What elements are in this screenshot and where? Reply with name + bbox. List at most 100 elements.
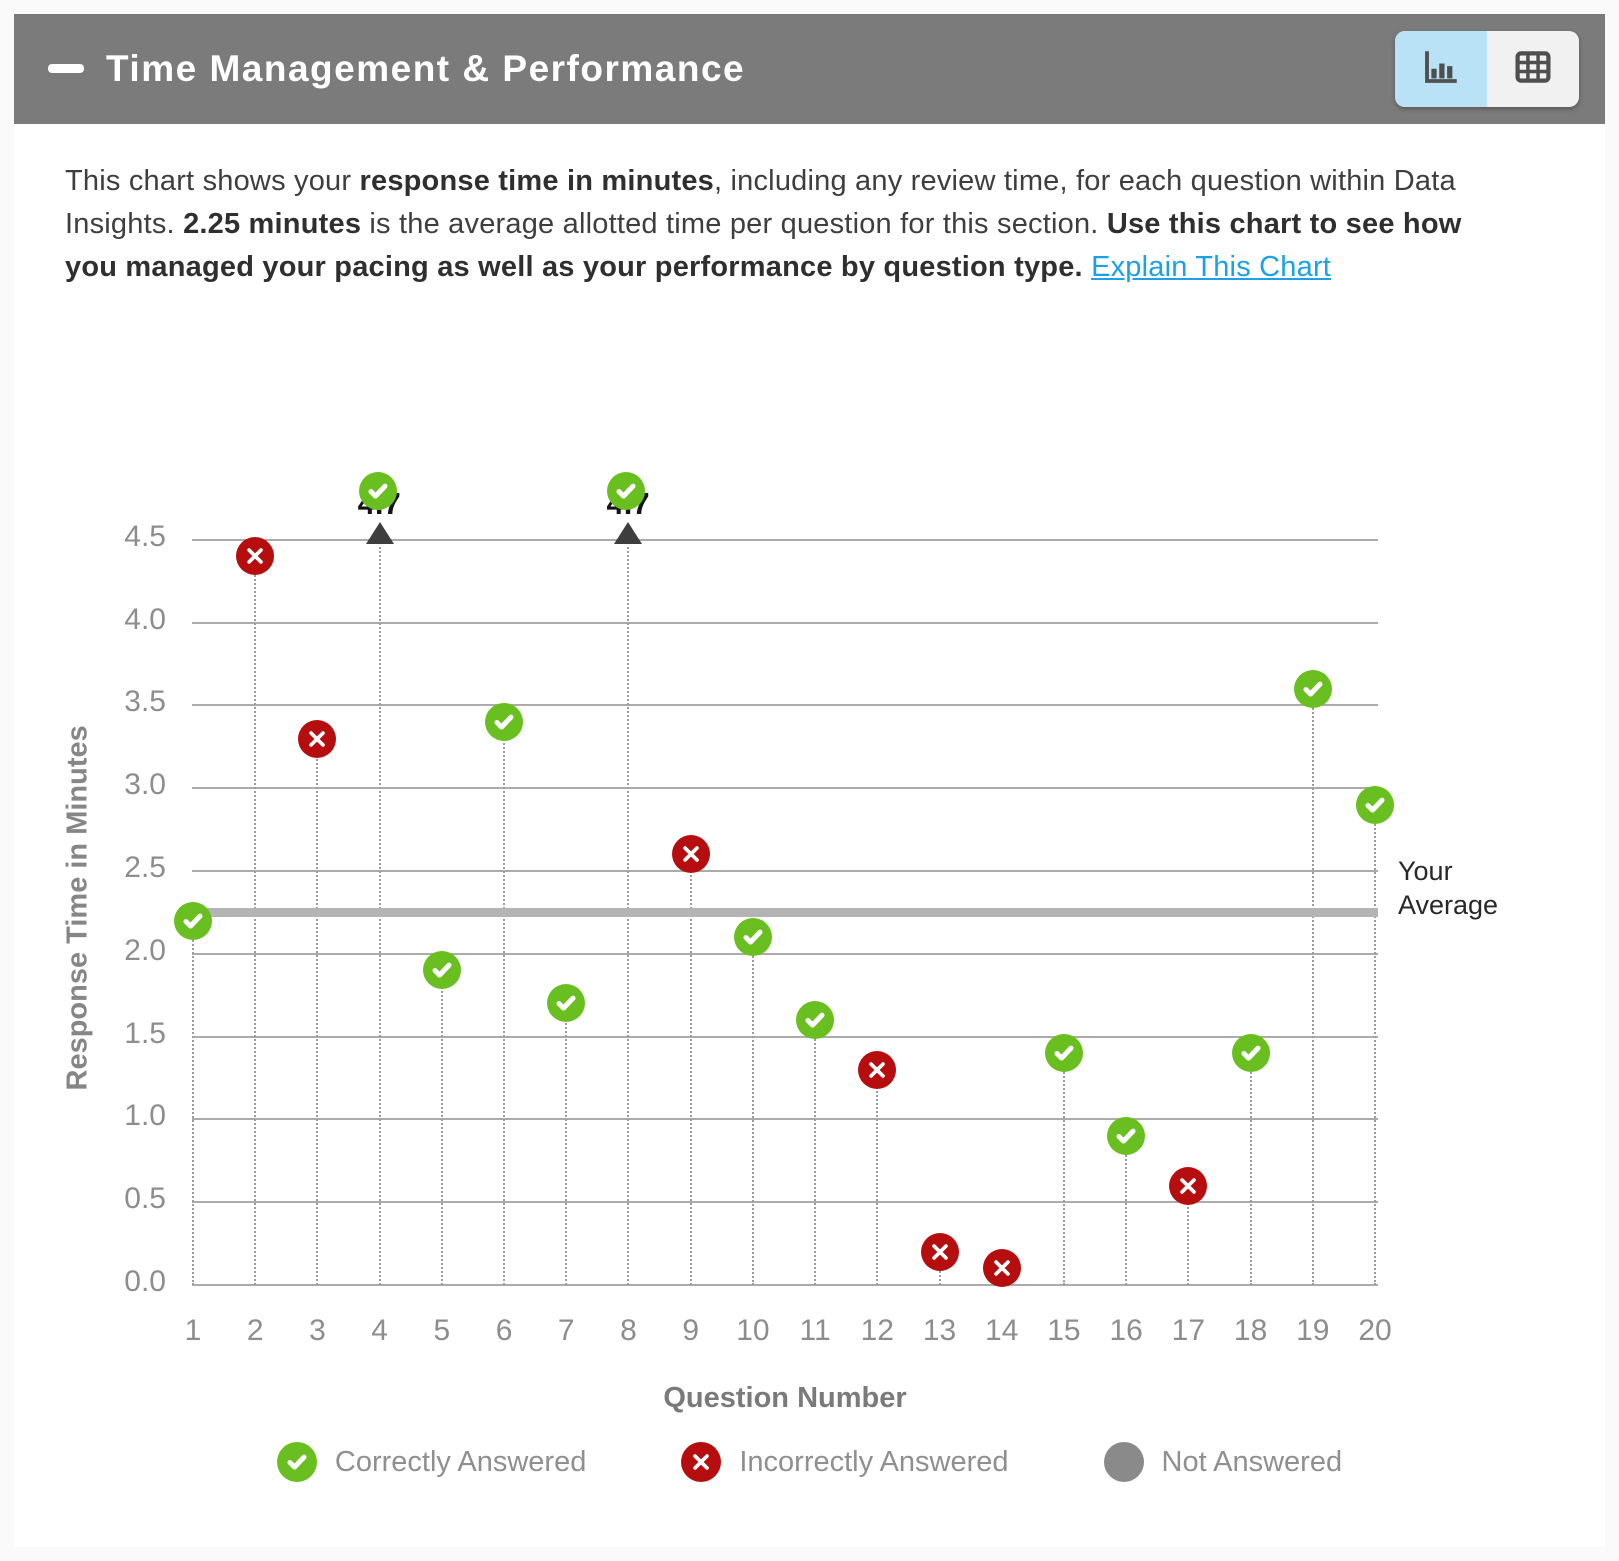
- offscale-arrow-icon: [365, 522, 394, 544]
- description-text: [1083, 251, 1091, 283]
- x-axis-tick-label: 19: [1296, 1314, 1330, 1347]
- section-title: Time Management & Performance: [106, 48, 746, 89]
- data-point-q13: [920, 1232, 959, 1271]
- leader-line: [192, 920, 194, 1285]
- description-text: This chart shows your: [65, 165, 360, 197]
- y-gridline: [192, 870, 1378, 872]
- explain-chart-link[interactable]: Explain This Chart: [1091, 251, 1332, 283]
- legend-correct-icon: [276, 1442, 317, 1482]
- y-gridline: [192, 952, 1378, 955]
- y-gridline: [192, 538, 1378, 541]
- x-axis-tick-label: 11: [799, 1314, 831, 1347]
- y-gridline: [192, 1284, 1378, 1286]
- chart-view-button[interactable]: [1395, 31, 1487, 107]
- data-point-q14: [982, 1249, 1021, 1288]
- section-header: Time Management & Performance: [14, 14, 1605, 124]
- view-toggle: [1395, 31, 1579, 107]
- y-axis-tick-label: 3.5: [124, 685, 166, 719]
- leader-line: [1374, 804, 1376, 1285]
- offscale-arrow-icon: [614, 522, 643, 544]
- bar-chart-icon: [1420, 46, 1462, 93]
- data-point-q3: [298, 719, 337, 758]
- y-axis-tick-label: 4.5: [124, 519, 166, 553]
- y-axis-tick-label: 0.0: [124, 1265, 166, 1298]
- y-axis-tick-label: 1.5: [124, 1016, 166, 1050]
- leader-line: [1125, 1135, 1128, 1285]
- leader-line: [1311, 688, 1314, 1285]
- y-axis-tick-label: 4.0: [124, 602, 166, 636]
- leader-line: [254, 556, 257, 1285]
- chart-legend: Correctly Answered Incorrectly Answered No…: [14, 1442, 1605, 1482]
- y-axis-title: Response Time in Minutes: [61, 725, 94, 1091]
- description-bold-text: response time in minutes: [359, 165, 714, 197]
- x-axis-tick-label: 17: [1171, 1314, 1206, 1347]
- description-text: , including any review time, for each qu…: [65, 165, 1456, 240]
- leader-line: [1187, 1185, 1190, 1285]
- data-point-q5: [422, 951, 461, 990]
- data-point-q11: [796, 1001, 835, 1040]
- data-point-q7: [547, 984, 586, 1023]
- x-axis-tick-label: 15: [1047, 1314, 1081, 1347]
- y-gridline: [192, 704, 1378, 707]
- data-point-q1: [174, 901, 212, 940]
- legend-label: Incorrectly Answered: [739, 1445, 1009, 1478]
- data-point-q16: [1107, 1116, 1146, 1155]
- x-axis-tick-label: 3: [309, 1314, 326, 1347]
- data-point-q9: [671, 835, 710, 874]
- x-axis-tick-label: 2: [246, 1314, 264, 1347]
- x-axis-tick-label: 8: [620, 1314, 637, 1347]
- data-point-q17: [1169, 1166, 1208, 1205]
- time-management-card: Time Management & Performance: [14, 14, 1605, 1547]
- leader-line: [316, 738, 319, 1285]
- legend-item-notanswered: Not Answered: [1103, 1442, 1343, 1482]
- y-gridline: [192, 1035, 1378, 1038]
- leader-line: [1062, 1053, 1065, 1285]
- data-point-q20: [1356, 785, 1394, 824]
- table-view-button[interactable]: [1487, 31, 1579, 107]
- y-gridline: [192, 1118, 1378, 1121]
- x-axis-tick-label: 16: [1109, 1314, 1143, 1347]
- x-axis-tick-label: 4: [371, 1314, 388, 1347]
- x-axis-tick-label: 7: [557, 1314, 575, 1347]
- description-text: is the average allotted time per questio…: [361, 208, 1107, 240]
- leader-line: [565, 1003, 568, 1285]
- x-axis-tick-label: 6: [495, 1314, 513, 1347]
- leader-line: [440, 970, 443, 1285]
- average-line: [192, 908, 1378, 918]
- legend-item-correct: Correctly Answered: [276, 1442, 587, 1482]
- data-point-q12: [858, 1050, 897, 1089]
- x-axis-tick-label: 12: [860, 1314, 894, 1347]
- leader-line: [689, 854, 692, 1285]
- leader-line: [1249, 1053, 1252, 1285]
- y-axis-tick-label: 1.0: [124, 1099, 166, 1133]
- legend-label: Correctly Answered: [334, 1445, 587, 1478]
- x-axis-tick-label: 14: [985, 1314, 1019, 1347]
- y-axis-tick-label: 2.5: [124, 851, 166, 884]
- average-label: Your Average: [1398, 856, 1499, 921]
- data-point-q18: [1231, 1034, 1270, 1073]
- data-point-q19: [1293, 669, 1332, 708]
- x-axis-tick-label: 1: [184, 1314, 202, 1347]
- offscale-value-label: 4.7: [357, 486, 401, 521]
- x-axis-title: Question Number: [663, 1382, 907, 1414]
- leader-line: [378, 542, 381, 1285]
- collapse-minus-icon[interactable]: [48, 64, 84, 73]
- x-axis-tick-label: 13: [922, 1314, 957, 1347]
- data-point-q10: [733, 918, 772, 957]
- data-point-q15: [1044, 1034, 1083, 1073]
- legend-incorrect-icon: [681, 1442, 722, 1482]
- y-axis-tick-label: 3.0: [124, 768, 166, 802]
- legend-item-incorrect: Incorrectly Answered: [681, 1442, 1009, 1482]
- chart-description: This chart shows your response time in m…: [65, 160, 1515, 289]
- x-axis-tick-label: 20: [1358, 1314, 1392, 1347]
- data-point-q8: [607, 472, 646, 510]
- leader-line: [1000, 1268, 1003, 1285]
- leader-line: [938, 1251, 941, 1285]
- data-point-q4: [358, 472, 397, 510]
- data-point-q2: [236, 537, 275, 576]
- table-icon: [1512, 46, 1554, 93]
- legend-label: Not Answered: [1161, 1445, 1343, 1478]
- leader-line: [814, 1020, 817, 1285]
- description-bold-text: Use this chart to see how you managed yo…: [65, 208, 1462, 283]
- y-gridline: [192, 621, 1378, 624]
